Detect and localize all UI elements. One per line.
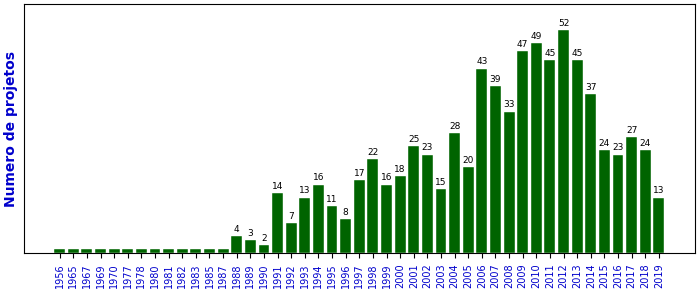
Text: 20: 20 (463, 156, 474, 165)
Text: 16: 16 (381, 173, 392, 182)
Bar (531, 43, 542, 253)
Bar (204, 249, 215, 253)
Bar (109, 249, 120, 253)
Bar (449, 133, 460, 253)
Bar (231, 236, 242, 253)
Text: 49: 49 (531, 32, 542, 41)
Text: 45: 45 (572, 49, 583, 58)
Text: 16: 16 (312, 173, 324, 182)
Bar (572, 60, 583, 253)
Bar (640, 150, 651, 253)
Bar (504, 112, 514, 253)
Bar (422, 154, 433, 253)
Bar (150, 249, 161, 253)
Bar (381, 185, 392, 253)
Bar (517, 51, 528, 253)
Bar (163, 249, 174, 253)
Bar (435, 189, 447, 253)
Bar (326, 206, 338, 253)
Bar (545, 60, 556, 253)
Text: 13: 13 (299, 186, 310, 195)
Bar (463, 167, 474, 253)
Bar (272, 193, 283, 253)
Text: 2: 2 (261, 234, 267, 243)
Text: 24: 24 (640, 139, 651, 148)
Bar (354, 180, 365, 253)
Text: 17: 17 (354, 169, 365, 178)
Text: 3: 3 (247, 229, 253, 238)
Bar (654, 197, 664, 253)
Text: 27: 27 (626, 126, 637, 135)
Text: 23: 23 (421, 143, 433, 152)
Text: 4: 4 (234, 225, 240, 234)
Text: 15: 15 (435, 178, 447, 187)
Text: 33: 33 (503, 100, 515, 110)
Bar (136, 249, 147, 253)
Text: 39: 39 (490, 75, 501, 84)
Bar (599, 150, 610, 253)
Text: 18: 18 (394, 165, 406, 174)
Bar (558, 30, 569, 253)
Bar (55, 249, 65, 253)
Bar (259, 245, 269, 253)
Bar (122, 249, 134, 253)
Text: 13: 13 (653, 186, 665, 195)
Text: 47: 47 (517, 40, 528, 49)
Bar (395, 176, 405, 253)
Bar (190, 249, 201, 253)
Text: 45: 45 (545, 49, 556, 58)
Bar (340, 219, 351, 253)
Bar (313, 185, 324, 253)
Text: 52: 52 (558, 19, 569, 28)
Text: 43: 43 (476, 58, 487, 67)
Bar (490, 86, 501, 253)
Text: 28: 28 (449, 122, 461, 131)
Bar (217, 249, 229, 253)
Text: 14: 14 (272, 182, 283, 191)
Text: 37: 37 (585, 83, 596, 92)
Bar (477, 69, 487, 253)
Bar (368, 159, 378, 253)
Text: 22: 22 (367, 148, 379, 157)
Bar (585, 94, 596, 253)
Bar (626, 137, 637, 253)
Text: 23: 23 (612, 143, 624, 152)
Bar (299, 197, 310, 253)
Bar (408, 146, 419, 253)
Bar (68, 249, 79, 253)
Y-axis label: Numero de projetos: Numero de projetos (4, 51, 18, 207)
Bar (177, 249, 188, 253)
Bar (286, 223, 296, 253)
Bar (95, 249, 106, 253)
Text: 11: 11 (326, 195, 338, 204)
Bar (82, 249, 92, 253)
Bar (245, 241, 256, 253)
Text: 25: 25 (408, 135, 419, 144)
Text: 24: 24 (599, 139, 610, 148)
Text: 8: 8 (343, 208, 349, 217)
Bar (612, 154, 624, 253)
Text: 7: 7 (288, 212, 294, 221)
